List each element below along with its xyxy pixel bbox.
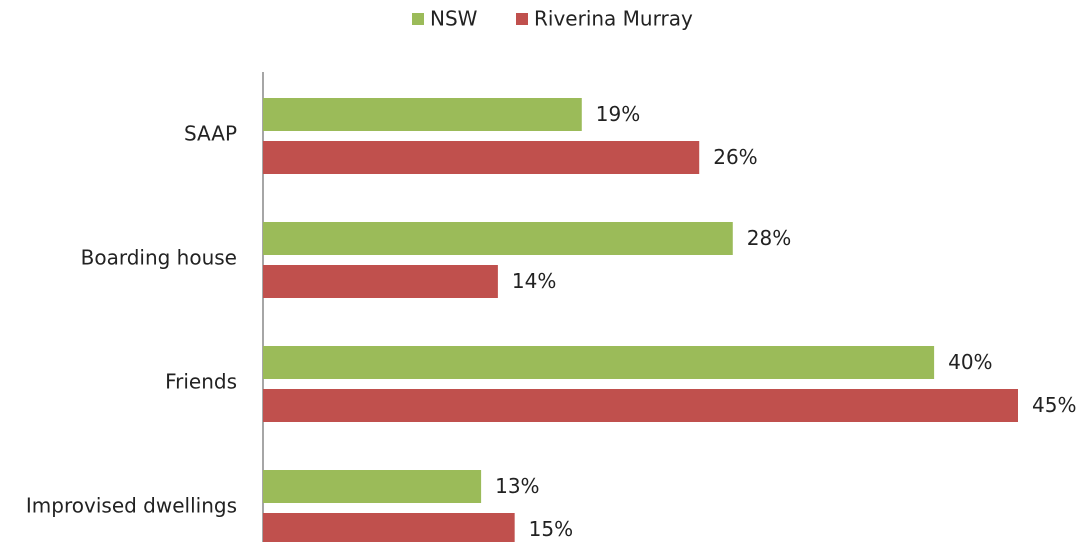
category-label: Boarding house	[81, 246, 237, 270]
data-label: 15%	[529, 517, 573, 541]
legend-swatch	[412, 13, 424, 25]
category-label: Improvised dwellings	[26, 494, 237, 518]
bar	[263, 346, 935, 379]
data-label: 14%	[512, 269, 556, 293]
data-label: 19%	[596, 102, 640, 126]
category-label: SAAP	[184, 122, 237, 146]
data-label: 40%	[948, 350, 992, 374]
bar	[263, 222, 733, 255]
data-label: 45%	[1032, 393, 1076, 417]
bar	[263, 98, 582, 131]
data-label: 26%	[713, 145, 757, 169]
legend-label: Riverina Murray	[534, 7, 693, 31]
bar	[263, 389, 1018, 422]
data-label: 28%	[747, 226, 791, 250]
category-label: Friends	[165, 370, 237, 394]
data-label: 13%	[495, 474, 539, 498]
legend-swatch	[516, 13, 528, 25]
bar	[263, 513, 515, 542]
bar	[263, 265, 498, 298]
bar	[263, 470, 482, 503]
bar	[263, 141, 700, 174]
legend-label: NSW	[430, 7, 478, 31]
